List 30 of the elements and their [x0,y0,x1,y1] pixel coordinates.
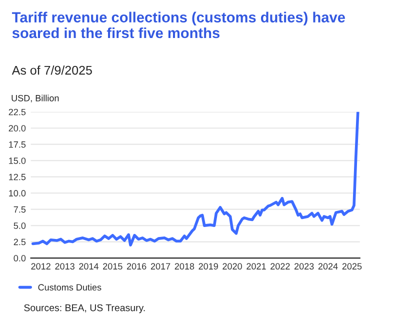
x-tick-label: 2015 [103,263,122,270]
y-tick-label: 7.5 [14,206,26,213]
x-tick-label: 2024 [318,263,338,270]
x-tick-label: 2018 [174,263,194,270]
y-tick-label: 0.0 [14,255,26,262]
x-tick-label: 2013 [55,263,74,270]
x-tick-label: 2019 [198,263,218,270]
x-tick-label: 2012 [31,263,50,270]
source-note: Sources: BEA, US Treasury. [24,304,145,314]
y-tick-label: 20.0 [8,125,26,132]
y-axis-title: USD, Billion [12,94,59,102]
y-tick-label: 12.5 [9,174,26,180]
line-series [31,112,360,246]
x-tick-label: 2017 [150,263,170,270]
x-tick-label: 2022 [270,263,290,270]
chart-title: Tariff revenue collections (customs duties) have soared in the first five months [12,12,345,38]
y-tick-label: 2.5 [14,238,26,246]
x-tick-label: 2021 [246,263,266,270]
y-tick-label: 17.5 [9,141,26,148]
x-tick-label: 2016 [126,263,146,270]
chart-subtitle: As of 7/9/2025 [12,66,92,75]
y-tick-label: 22.5 [8,108,26,116]
y-tick-label: 15.0 [9,158,26,164]
x-tick-label: 2014 [79,263,99,270]
y-tick-label: 10.0 [9,190,26,196]
x-tick-label: 2025 [342,263,362,270]
x-tick-label: 2023 [294,263,314,270]
x-tick-label: 2020 [222,263,242,270]
legend-label: Customs Duties [38,284,102,291]
y-tick-label: 5.0 [14,222,26,229]
